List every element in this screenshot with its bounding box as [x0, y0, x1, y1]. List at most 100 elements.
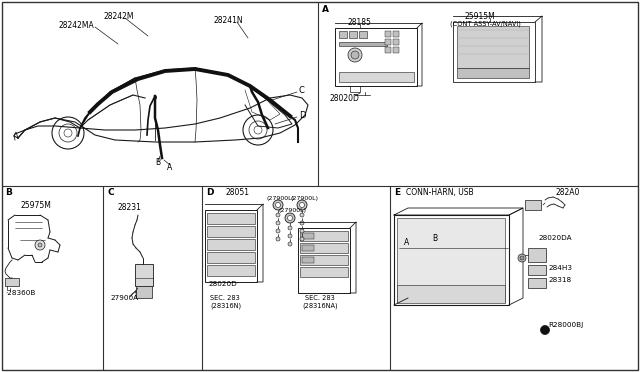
Circle shape	[38, 243, 42, 247]
Circle shape	[541, 326, 550, 334]
Bar	[205, 210, 257, 282]
Bar	[302, 245, 314, 251]
Text: (27900L): (27900L)	[279, 208, 307, 212]
Circle shape	[300, 229, 304, 233]
Circle shape	[351, 51, 359, 59]
Text: 27900A: 27900A	[110, 295, 138, 301]
Bar	[300, 267, 348, 277]
Circle shape	[520, 256, 524, 260]
Bar	[339, 31, 347, 38]
Circle shape	[300, 237, 304, 241]
Bar	[207, 226, 255, 237]
Bar	[397, 218, 505, 302]
Bar	[457, 68, 529, 78]
Text: 28020D: 28020D	[208, 281, 237, 287]
Bar	[393, 31, 399, 37]
Text: 284H3: 284H3	[548, 265, 572, 271]
Bar	[300, 243, 348, 253]
Bar	[528, 248, 546, 262]
Text: 28185: 28185	[348, 17, 372, 26]
Bar	[394, 215, 509, 305]
Text: E: E	[394, 187, 400, 196]
Bar	[397, 285, 505, 303]
Circle shape	[287, 215, 292, 221]
Bar	[385, 31, 391, 37]
Bar	[393, 39, 399, 45]
Text: (27900L): (27900L)	[291, 196, 319, 201]
Bar	[207, 252, 255, 263]
Bar	[207, 213, 255, 224]
Text: D: D	[299, 110, 305, 119]
Circle shape	[297, 200, 307, 210]
Bar	[339, 42, 387, 46]
Circle shape	[273, 200, 283, 210]
Text: 28020DA: 28020DA	[538, 235, 572, 241]
Text: CONN-HARN, USB: CONN-HARN, USB	[406, 187, 474, 196]
Bar	[302, 233, 314, 239]
Text: A: A	[167, 163, 172, 171]
Circle shape	[288, 226, 292, 230]
Circle shape	[276, 229, 280, 233]
Text: 28318: 28318	[548, 277, 571, 283]
Bar	[393, 47, 399, 53]
Bar	[207, 239, 255, 250]
Circle shape	[35, 240, 45, 250]
Circle shape	[300, 202, 305, 208]
Bar	[207, 265, 255, 276]
Bar	[359, 31, 367, 38]
Text: 28020D: 28020D	[330, 93, 360, 103]
Bar	[525, 200, 541, 210]
Text: C: C	[299, 86, 305, 94]
Circle shape	[288, 242, 292, 246]
Text: B: B	[432, 234, 437, 243]
Text: 28242MA: 28242MA	[58, 20, 93, 29]
Circle shape	[288, 234, 292, 238]
Bar	[385, 39, 391, 45]
Bar	[300, 231, 348, 241]
Bar	[339, 72, 414, 82]
Text: A: A	[404, 237, 409, 247]
Bar	[5, 278, 19, 286]
Text: A: A	[322, 4, 329, 13]
Bar	[349, 31, 357, 38]
Text: (28316NA): (28316NA)	[302, 303, 338, 309]
Bar	[457, 26, 529, 68]
Text: D: D	[206, 187, 214, 196]
Bar	[335, 28, 417, 86]
Bar	[528, 278, 546, 288]
Text: (28316N): (28316N)	[210, 303, 241, 309]
Circle shape	[300, 221, 304, 225]
Text: (CONT ASSY-AV/NAVI): (CONT ASSY-AV/NAVI)	[450, 21, 521, 27]
Bar	[302, 257, 314, 263]
Bar	[528, 265, 546, 275]
Circle shape	[348, 48, 362, 62]
Text: 28051: 28051	[226, 187, 250, 196]
Circle shape	[518, 254, 526, 262]
Text: C: C	[107, 187, 114, 196]
Text: B: B	[155, 157, 160, 167]
Bar	[300, 255, 348, 265]
Bar	[136, 286, 152, 298]
Text: B: B	[5, 187, 12, 196]
Text: 25975M: 25975M	[20, 201, 51, 209]
Bar	[453, 22, 535, 82]
Circle shape	[276, 221, 280, 225]
Text: 25915M: 25915M	[465, 12, 496, 20]
Circle shape	[275, 202, 280, 208]
Text: 28242M: 28242M	[103, 12, 134, 20]
Text: (27900L): (27900L)	[267, 196, 295, 201]
Text: SEC. 283: SEC. 283	[210, 295, 240, 301]
Text: R28000BJ: R28000BJ	[548, 322, 583, 328]
Text: 28241N: 28241N	[214, 16, 244, 25]
Circle shape	[276, 237, 280, 241]
Circle shape	[300, 213, 304, 217]
Text: 282A0: 282A0	[556, 187, 580, 196]
Circle shape	[276, 213, 280, 217]
Bar	[298, 228, 350, 293]
Text: ·28360B: ·28360B	[5, 290, 35, 296]
Circle shape	[285, 213, 295, 223]
Bar	[385, 47, 391, 53]
Bar	[135, 264, 153, 286]
Text: 28231: 28231	[117, 202, 141, 212]
Text: SEC. 283: SEC. 283	[305, 295, 335, 301]
